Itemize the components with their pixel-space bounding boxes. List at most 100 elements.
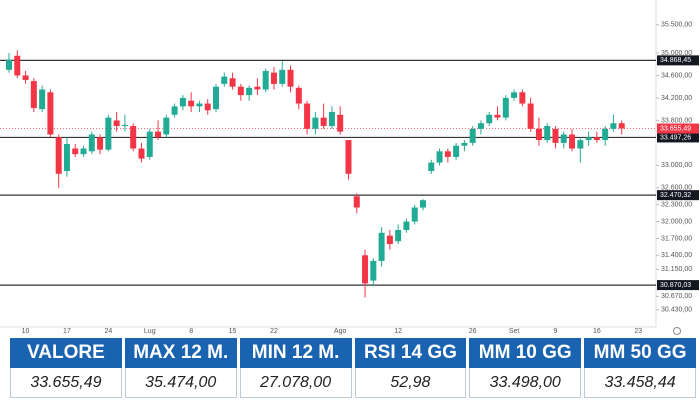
candle-body <box>6 59 12 70</box>
candle-body <box>196 103 203 107</box>
y-tick-label: 33.000,00 <box>661 162 692 169</box>
table-cell: 33.498,00 <box>469 368 582 398</box>
candle-body <box>328 111 335 127</box>
x-tick-label: 9 <box>554 328 558 335</box>
stats-table: VALORE MAX 12 M. MIN 12 M. RSI 14 GG MM … <box>10 338 696 398</box>
candle-body <box>270 72 277 84</box>
candle-body <box>618 123 625 129</box>
x-tick-label: 10 <box>22 328 30 335</box>
candle-body <box>544 126 551 141</box>
candle-body <box>527 103 534 129</box>
candle-body <box>411 207 418 222</box>
candle-body <box>88 134 95 152</box>
candle-body <box>121 124 128 127</box>
candle-body <box>47 92 54 135</box>
candle-body <box>569 134 576 149</box>
candle-body <box>213 86 219 110</box>
candle-body <box>304 103 311 129</box>
y-tick-label: 35.500,00 <box>661 22 692 29</box>
candle-body <box>403 221 410 231</box>
candle-body <box>535 128 542 141</box>
x-tick-label: 12 <box>394 328 402 335</box>
candle-body <box>130 126 137 149</box>
settings-icon <box>673 327 681 335</box>
candle-body <box>63 144 70 171</box>
candle-body <box>378 232 385 261</box>
candle-body <box>511 92 518 98</box>
y-tick-label: 31.150,00 <box>661 266 692 273</box>
candle-body <box>146 131 153 157</box>
y-tick-label: 35.000,00 <box>661 50 692 57</box>
level-tag <box>657 190 699 201</box>
candle-body <box>279 69 286 84</box>
level-tag <box>657 280 699 291</box>
x-tick-label: 8 <box>189 328 193 335</box>
candle-body <box>163 117 170 135</box>
candle-body <box>494 114 501 118</box>
candle-body <box>610 123 617 129</box>
table-header: MM 50 GG <box>584 338 696 368</box>
x-tick-label: 22 <box>270 328 278 335</box>
y-tick-label: 31.400,00 <box>661 252 692 259</box>
candle-body <box>155 131 162 138</box>
x-tick-label: 17 <box>63 328 71 335</box>
candle-body <box>22 75 29 80</box>
table-cell: 33.458,44 <box>584 368 696 398</box>
candle-body <box>362 255 369 284</box>
candle-body <box>585 137 592 141</box>
level-label: 33.497,26 <box>660 134 691 141</box>
candle-body <box>55 137 62 174</box>
candle-body <box>519 92 526 104</box>
candle-body <box>204 103 211 111</box>
x-tick-label: 24 <box>104 328 112 335</box>
candle-body <box>246 87 253 96</box>
candle-body <box>113 120 120 127</box>
table-header: MIN 12 M. <box>239 338 352 368</box>
candle-body <box>444 151 451 157</box>
candle-body <box>287 69 294 87</box>
candle-body <box>72 148 79 155</box>
candle-body <box>560 134 567 143</box>
chart: 35.500,00 35.000,00 34.600,00 34.200,00 33.8… <box>0 0 699 335</box>
candle-body <box>477 123 484 129</box>
y-tick-label: 32.600,00 <box>661 185 692 192</box>
candle-body <box>386 235 393 245</box>
level-label: 32.470,32 <box>660 192 691 199</box>
y-tick-label: 30.430,00 <box>661 307 692 314</box>
x-tick-label: 15 <box>229 328 237 335</box>
candle-body <box>14 55 21 76</box>
candle-body <box>80 148 87 155</box>
candle-body <box>320 117 327 127</box>
y-tick-label: 31.700,00 <box>661 235 692 242</box>
x-tick-label: 16 <box>593 328 601 335</box>
candle-body <box>370 260 377 281</box>
candle-body <box>502 97 509 118</box>
level-label: 30.870,03 <box>660 282 691 289</box>
table-header: MM 10 GG <box>469 338 582 368</box>
level-label: 34.868,45 <box>660 57 691 64</box>
candle-body <box>486 114 493 124</box>
candle-body <box>577 140 584 149</box>
y-tick-label: 33.800,00 <box>661 117 692 124</box>
candle-body <box>345 140 352 174</box>
y-tick-label: 30.670,00 <box>661 293 692 300</box>
candle-body <box>295 87 302 104</box>
table-header: VALORE <box>10 338 122 368</box>
y-tick-label: 34.200,00 <box>661 95 692 102</box>
candle-body <box>39 89 46 110</box>
price-label: 33.655,49 <box>660 125 691 132</box>
candle-body <box>353 196 360 208</box>
table-cell: 33.655,49 <box>10 368 122 398</box>
candle-body <box>179 97 186 107</box>
candle-body <box>105 117 112 150</box>
level-tag <box>657 132 699 143</box>
candle-body <box>229 78 236 87</box>
y-tick-label: 34.600,00 <box>661 72 692 79</box>
table-cell: 35.474,00 <box>124 368 237 398</box>
candle-body <box>428 162 435 171</box>
candle-body <box>469 128 476 143</box>
candle-body <box>30 81 37 109</box>
candle-body <box>552 128 559 143</box>
table-cell: 52,98 <box>354 368 467 398</box>
